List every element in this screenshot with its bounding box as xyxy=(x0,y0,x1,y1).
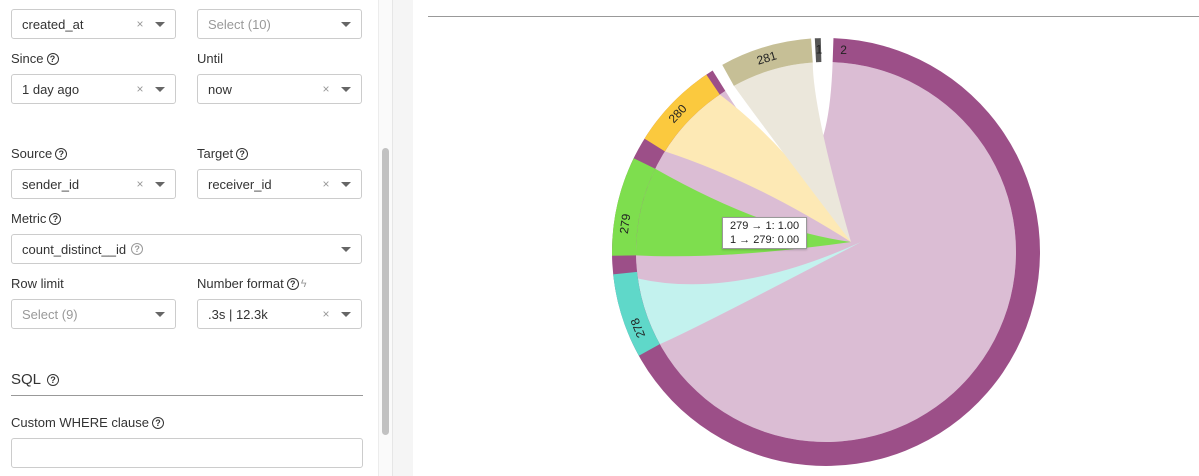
source-value: sender_id xyxy=(22,176,80,192)
clear-icon[interactable]: × xyxy=(322,82,330,96)
chord-ribbon-278 xyxy=(637,242,861,345)
help-icon[interactable]: ? xyxy=(55,147,68,160)
chord-group-arc-279 xyxy=(612,158,656,256)
tooltip-line: 1 → 279: 0.00 xyxy=(730,234,800,246)
info-icon[interactable]: ? xyxy=(131,243,144,255)
chord-label-2: 2 xyxy=(840,43,847,57)
chevron-down-icon[interactable] xyxy=(341,86,351,92)
bolt-icon: ϟ xyxy=(300,277,307,290)
granularity-select[interactable]: created_at × xyxy=(11,9,176,39)
until-label: Until xyxy=(197,51,224,66)
chevron-down-icon[interactable] xyxy=(341,246,351,252)
columns-placeholder: Select (10) xyxy=(208,16,271,32)
columns-select[interactable]: Select (10) xyxy=(197,9,362,39)
target-value: receiver_id xyxy=(208,176,272,192)
chord-group-arc-278 xyxy=(613,271,660,356)
clear-icon[interactable]: × xyxy=(322,307,330,321)
source-select[interactable]: sender_id × xyxy=(11,169,176,199)
since-label: Since ? xyxy=(11,51,59,66)
chord-group-arc-281 xyxy=(722,38,813,86)
chart-tooltip: 279 → 1: 1.00 1 → 279: 0.00 xyxy=(722,217,808,249)
metric-value: count_distinct__id xyxy=(22,241,127,257)
clear-icon[interactable]: × xyxy=(136,177,144,191)
where-clause-input[interactable] xyxy=(11,438,363,468)
chevron-down-icon[interactable] xyxy=(341,21,351,27)
help-icon[interactable]: ? xyxy=(236,147,249,160)
target-select[interactable]: receiver_id × xyxy=(197,169,362,199)
granularity-value: created_at xyxy=(22,16,84,32)
metric-label: Metric ? xyxy=(11,211,62,226)
clear-icon[interactable]: × xyxy=(322,177,330,191)
chevron-down-icon[interactable] xyxy=(155,86,165,92)
chord-group-arc-280 xyxy=(644,74,720,152)
chart-header-divider xyxy=(428,16,1199,17)
scrollbar-thumb[interactable] xyxy=(382,148,389,435)
chord-label-281: 281 xyxy=(755,48,779,67)
chevron-down-icon[interactable] xyxy=(155,21,165,27)
number-format-label: Number format ? ϟ xyxy=(197,276,307,291)
number-format-value: .3s | 12.3k xyxy=(208,306,268,322)
help-icon[interactable]: ? xyxy=(151,416,164,429)
number-format-select[interactable]: .3s | 12.3k × xyxy=(197,299,362,329)
chevron-down-icon[interactable] xyxy=(155,181,165,187)
section-divider xyxy=(11,395,363,396)
chord-group-arc-1 xyxy=(814,38,822,63)
since-select[interactable]: 1 day ago × xyxy=(11,74,176,104)
metric-select[interactable]: count_distinct__id ? xyxy=(11,234,362,264)
help-icon[interactable]: ? xyxy=(49,212,62,225)
row-limit-placeholder: Select (9) xyxy=(22,306,78,322)
chevron-down-icon[interactable] xyxy=(155,311,165,317)
chevron-down-icon[interactable] xyxy=(341,181,351,187)
chord-label-279: 279 xyxy=(617,213,634,235)
tooltip-line: 279 → 1: 1.00 xyxy=(730,220,800,232)
help-icon[interactable]: ? xyxy=(286,277,299,290)
chord-label-1: 1 xyxy=(816,42,823,56)
row-limit-label: Row limit xyxy=(11,276,64,291)
clear-icon[interactable]: × xyxy=(136,82,144,96)
control-panel: created_at × Select (10) Since ? Until 1… xyxy=(0,0,392,476)
target-label: Target ? xyxy=(197,146,249,161)
help-icon[interactable]: ? xyxy=(46,52,59,65)
help-icon[interactable]: ? xyxy=(47,373,60,386)
source-label: Source ? xyxy=(11,146,68,161)
chord-ribbon-281 xyxy=(733,62,851,242)
where-clause-label: Custom WHERE clause ? xyxy=(11,415,164,430)
sql-section-title[interactable]: SQL ? xyxy=(11,371,60,388)
until-value: now xyxy=(208,81,232,97)
until-select[interactable]: now × xyxy=(197,74,362,104)
chevron-down-icon[interactable] xyxy=(341,311,351,317)
row-limit-select[interactable]: Select (9) xyxy=(11,299,176,329)
chord-ribbon-280 xyxy=(664,94,851,242)
panel-divider[interactable] xyxy=(392,0,413,476)
since-value: 1 day ago xyxy=(22,81,80,97)
clear-icon[interactable]: × xyxy=(136,17,144,31)
